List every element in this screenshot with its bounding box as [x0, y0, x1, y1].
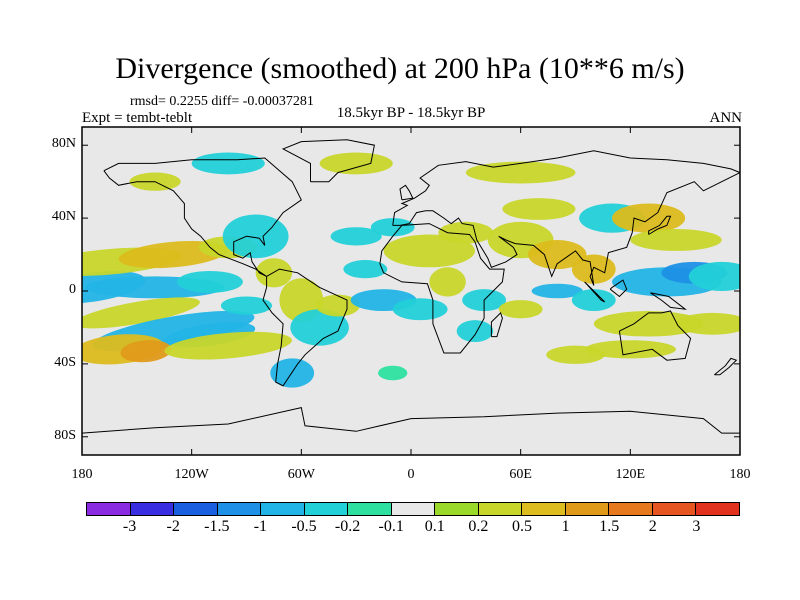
- field-contour: [676, 312, 740, 335]
- field-contour: [531, 283, 583, 299]
- experiment-label: Expt = tembt-teblt: [82, 110, 193, 126]
- field-contour: [164, 331, 292, 360]
- field-contour: [191, 152, 265, 175]
- coastline: [618, 310, 692, 361]
- colorbar-label: -1: [253, 518, 268, 535]
- colorbar-segment: [217, 503, 262, 515]
- colorbar-segment: [174, 503, 218, 515]
- map-area: [82, 127, 740, 455]
- period-label: 18.5kyr BP - 18.5kyr BP: [336, 105, 486, 121]
- plot-title: Divergence (smoothed) at 200 hPa (10**6 …: [115, 52, 685, 85]
- coastline: [609, 279, 628, 298]
- field-contour: [319, 152, 393, 175]
- lat-tick-label: 40S: [54, 354, 76, 370]
- lon-tick-label: 180: [71, 467, 93, 482]
- stats-text: rmsd= 0.2255 diff= -0.00037281: [130, 94, 314, 109]
- lon-tick-label: 120W: [174, 467, 209, 482]
- colorbar-label: -1.5: [204, 518, 230, 535]
- colorbar-segment: [565, 503, 610, 515]
- coastline: [379, 223, 505, 354]
- field-contour: [456, 320, 494, 343]
- field-contour: [584, 340, 677, 359]
- field-contour: [290, 309, 349, 346]
- field-contour: [177, 270, 243, 293]
- colorbar-segment: [304, 503, 349, 515]
- coastline: [650, 292, 687, 310]
- field-contour: [220, 296, 273, 315]
- season-label: ANN: [709, 110, 743, 126]
- divergence-field: [82, 152, 740, 388]
- lon-tick-label: 0: [407, 467, 415, 482]
- coastline: [584, 281, 606, 303]
- lat-tick-label: 0: [69, 282, 76, 297]
- lon-tick-label: 60E: [509, 467, 532, 482]
- colorbar-segment: [435, 503, 479, 515]
- coastline: [103, 157, 302, 277]
- field-contour: [546, 345, 605, 364]
- field-contour: [498, 300, 543, 319]
- colorbar-label: 2: [648, 518, 657, 535]
- coastline: [281, 139, 375, 183]
- field-contour: [120, 340, 172, 363]
- axis-ticks: [81, 127, 741, 455]
- coastline: [399, 184, 414, 201]
- lat-tick-label: 80S: [54, 427, 76, 443]
- colorbar-segment: [391, 503, 436, 515]
- field-contour: [315, 294, 360, 317]
- field-contour: [343, 260, 388, 279]
- colorbar-label: 0.2: [468, 518, 489, 535]
- field-contour: [378, 365, 408, 381]
- field-contour: [392, 298, 448, 321]
- lon-tick-label: 180: [729, 467, 751, 482]
- coastline: [262, 268, 348, 387]
- field-contour: [571, 289, 616, 312]
- colorbar-segment: [609, 503, 653, 515]
- field-contour: [527, 239, 587, 270]
- lon-tick-label: 120E: [615, 467, 646, 482]
- lat-tick-label: 40N: [51, 209, 76, 225]
- coastline: [82, 407, 740, 434]
- field-contour: [688, 261, 740, 291]
- field-contour: [612, 203, 686, 233]
- colorbar-label: 1.5: [599, 518, 620, 535]
- colorbar-label: -0.2: [334, 518, 361, 535]
- coastline: [490, 311, 503, 338]
- colorbar-segment: [261, 503, 305, 515]
- field-contour: [438, 221, 494, 244]
- field-contour: [330, 227, 382, 246]
- colorbar-label: 0.5: [512, 518, 532, 535]
- colorbar: [86, 502, 740, 516]
- field-contour: [429, 267, 466, 297]
- colorbar-segment: [130, 503, 175, 515]
- colorbar-segment: [652, 503, 697, 515]
- field-contour: [502, 198, 576, 220]
- colorbar-label: -3: [122, 518, 137, 535]
- colorbar-segment: [348, 503, 392, 515]
- lat-tick-label: 80N: [51, 136, 76, 152]
- colorbar-label: -0.5: [291, 518, 317, 535]
- colorbar-label: 1: [561, 518, 570, 535]
- field-contour: [222, 214, 289, 259]
- field-contour: [630, 229, 722, 251]
- colorbar-label: 3: [692, 518, 701, 535]
- coastlines: [82, 139, 740, 434]
- colorbar-segment: [87, 503, 131, 515]
- field-contour: [370, 218, 415, 237]
- colorbar-segment: [522, 503, 566, 515]
- field-contour: [383, 234, 475, 268]
- field-contour: [82, 297, 200, 329]
- colorbar-segment: [478, 503, 523, 515]
- coastline: [714, 357, 738, 376]
- lon-tick-label: 60W: [287, 467, 315, 482]
- colorbar-label: -2: [166, 518, 180, 535]
- colorbar-label: 0.1: [424, 518, 445, 535]
- coastline: [648, 215, 672, 235]
- field-contour: [571, 254, 616, 284]
- colorbar-segment: [696, 503, 739, 515]
- coastline: [392, 150, 740, 286]
- colorbar-label: -0.1: [378, 518, 404, 535]
